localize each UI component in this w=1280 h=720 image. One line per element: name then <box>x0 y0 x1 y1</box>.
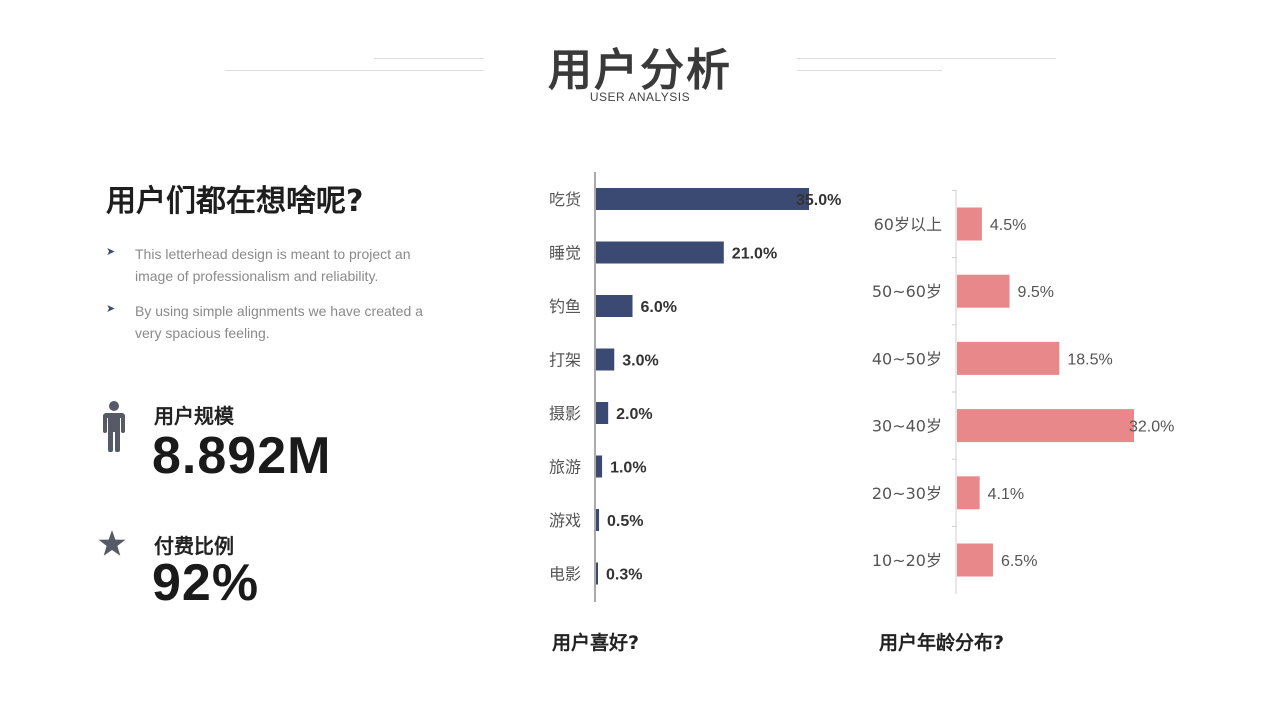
bullet-text: This letterhead design is meant to proje… <box>135 246 411 284</box>
preference-category-label: 钓鱼 <box>549 297 581 316</box>
preference-bar <box>596 241 724 264</box>
preference-bar <box>596 455 603 478</box>
page-subtitle: USER ANALYSIS <box>589 90 691 104</box>
header-deco-line-left-top <box>374 58 484 59</box>
preference-value-label: 3.0% <box>622 353 658 370</box>
preference-value-label: 0.3% <box>606 567 642 584</box>
preference-category-label: 吃货 <box>549 190 581 209</box>
header-deco-line-right-bottom <box>797 70 942 71</box>
preference-bar <box>596 509 600 531</box>
page-title: 用户分析 <box>548 45 732 96</box>
preference-category-label: 游戏 <box>549 511 581 530</box>
preference-category-label: 旅游 <box>549 458 581 477</box>
preference-value-label: 35.0% <box>796 192 841 209</box>
paid-ratio-label: 付费比例 <box>154 534 234 558</box>
preference-value-label: 0.5% <box>607 513 643 530</box>
header-deco-line-right-top <box>797 58 1056 59</box>
user-scale-value: 8.892M <box>152 427 332 485</box>
user-scale-label: 用户规模 <box>154 404 234 428</box>
preference-category-label: 摄影 <box>549 404 581 423</box>
star-icon <box>98 530 126 556</box>
bullet-item: ➤ By using simple alignments we have cre… <box>106 300 436 344</box>
preference-bar <box>596 402 609 424</box>
person-icon <box>103 401 125 452</box>
preference-bar <box>596 295 633 317</box>
arrow-bullet-icon: ➤ <box>106 246 116 258</box>
preference-category-label: 打架 <box>549 351 581 370</box>
bullet-text: By using simple alignments we have creat… <box>135 303 423 341</box>
preference-chart-title: 用户喜好? <box>552 632 640 654</box>
bullet-item: ➤ This letterhead design is meant to pro… <box>106 243 436 287</box>
preference-bar <box>596 348 615 371</box>
preference-value-label: 6.0% <box>641 299 677 316</box>
preference-value-label: 2.0% <box>616 406 652 423</box>
preference-value-label: 21.0% <box>732 246 777 263</box>
preference-bar <box>596 562 598 585</box>
preference-value-label: 1.0% <box>610 460 646 477</box>
preference-category-label: 睡觉 <box>549 244 581 263</box>
header-deco-line-left-bottom <box>225 70 484 71</box>
left-heading: 用户们都在想啥呢? <box>106 184 364 219</box>
arrow-bullet-icon: ➤ <box>106 303 116 315</box>
paid-ratio-value: 92% <box>152 554 260 612</box>
age-chart-title: 用户年龄分布? <box>879 632 1005 654</box>
preference-bar <box>596 188 809 210</box>
preference-category-label: 电影 <box>549 565 581 584</box>
